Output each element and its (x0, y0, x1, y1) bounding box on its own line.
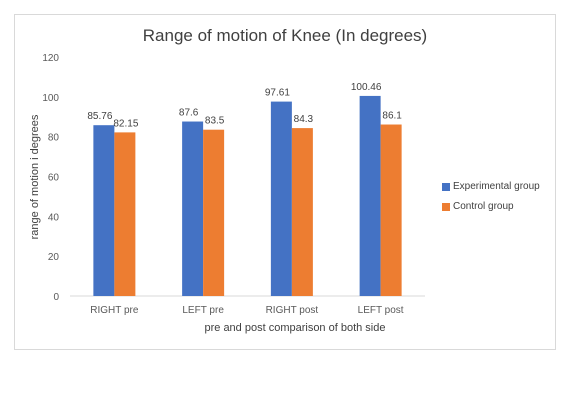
data-label-experimental: 85.76 (87, 111, 112, 122)
bar-control (114, 132, 136, 296)
data-label-experimental: 100.46 (351, 82, 382, 93)
legend-label-control: Control group (453, 201, 514, 212)
y-tick-label: 80 (48, 133, 60, 144)
data-label-control: 83.5 (205, 116, 225, 127)
legend-swatch-experimental (442, 182, 450, 191)
x-tick-label: LEFT pre (182, 305, 224, 316)
y-tick-label: 100 (42, 93, 59, 104)
bar-control (380, 124, 402, 296)
y-tick-label: 20 (48, 252, 60, 263)
bar-experimental (270, 101, 292, 296)
x-tick-label: RIGHT pre (90, 305, 139, 316)
legend-label-experimental: Experimental group (453, 181, 540, 192)
chart-title: Range of motion of Knee (In degrees) (142, 26, 428, 45)
bar-control (203, 129, 225, 296)
legend-swatch-control (442, 202, 450, 211)
x-axis-label: pre and post comparison of both side (204, 322, 386, 334)
legend-item-control: Control group (442, 201, 514, 212)
x-tick-label: LEFT post (358, 305, 404, 316)
bar-control (291, 128, 313, 296)
x-tick-label: RIGHT post (266, 305, 319, 316)
data-label-control: 82.15 (113, 118, 138, 129)
data-label-experimental: 87.6 (179, 108, 199, 119)
bar-experimental (359, 95, 381, 296)
data-label-control: 86.1 (382, 111, 402, 122)
bar-experimental (93, 125, 115, 296)
y-tick-label: 60 (48, 173, 60, 184)
bar-experimental (182, 121, 204, 296)
y-tick-label: 0 (53, 292, 59, 303)
data-label-experimental: 97.61 (265, 88, 290, 99)
legend-item-experimental: Experimental group (442, 181, 540, 192)
data-label-control: 84.3 (294, 114, 314, 125)
y-tick-label: 40 (48, 212, 60, 223)
y-tick-label: 120 (42, 53, 59, 64)
